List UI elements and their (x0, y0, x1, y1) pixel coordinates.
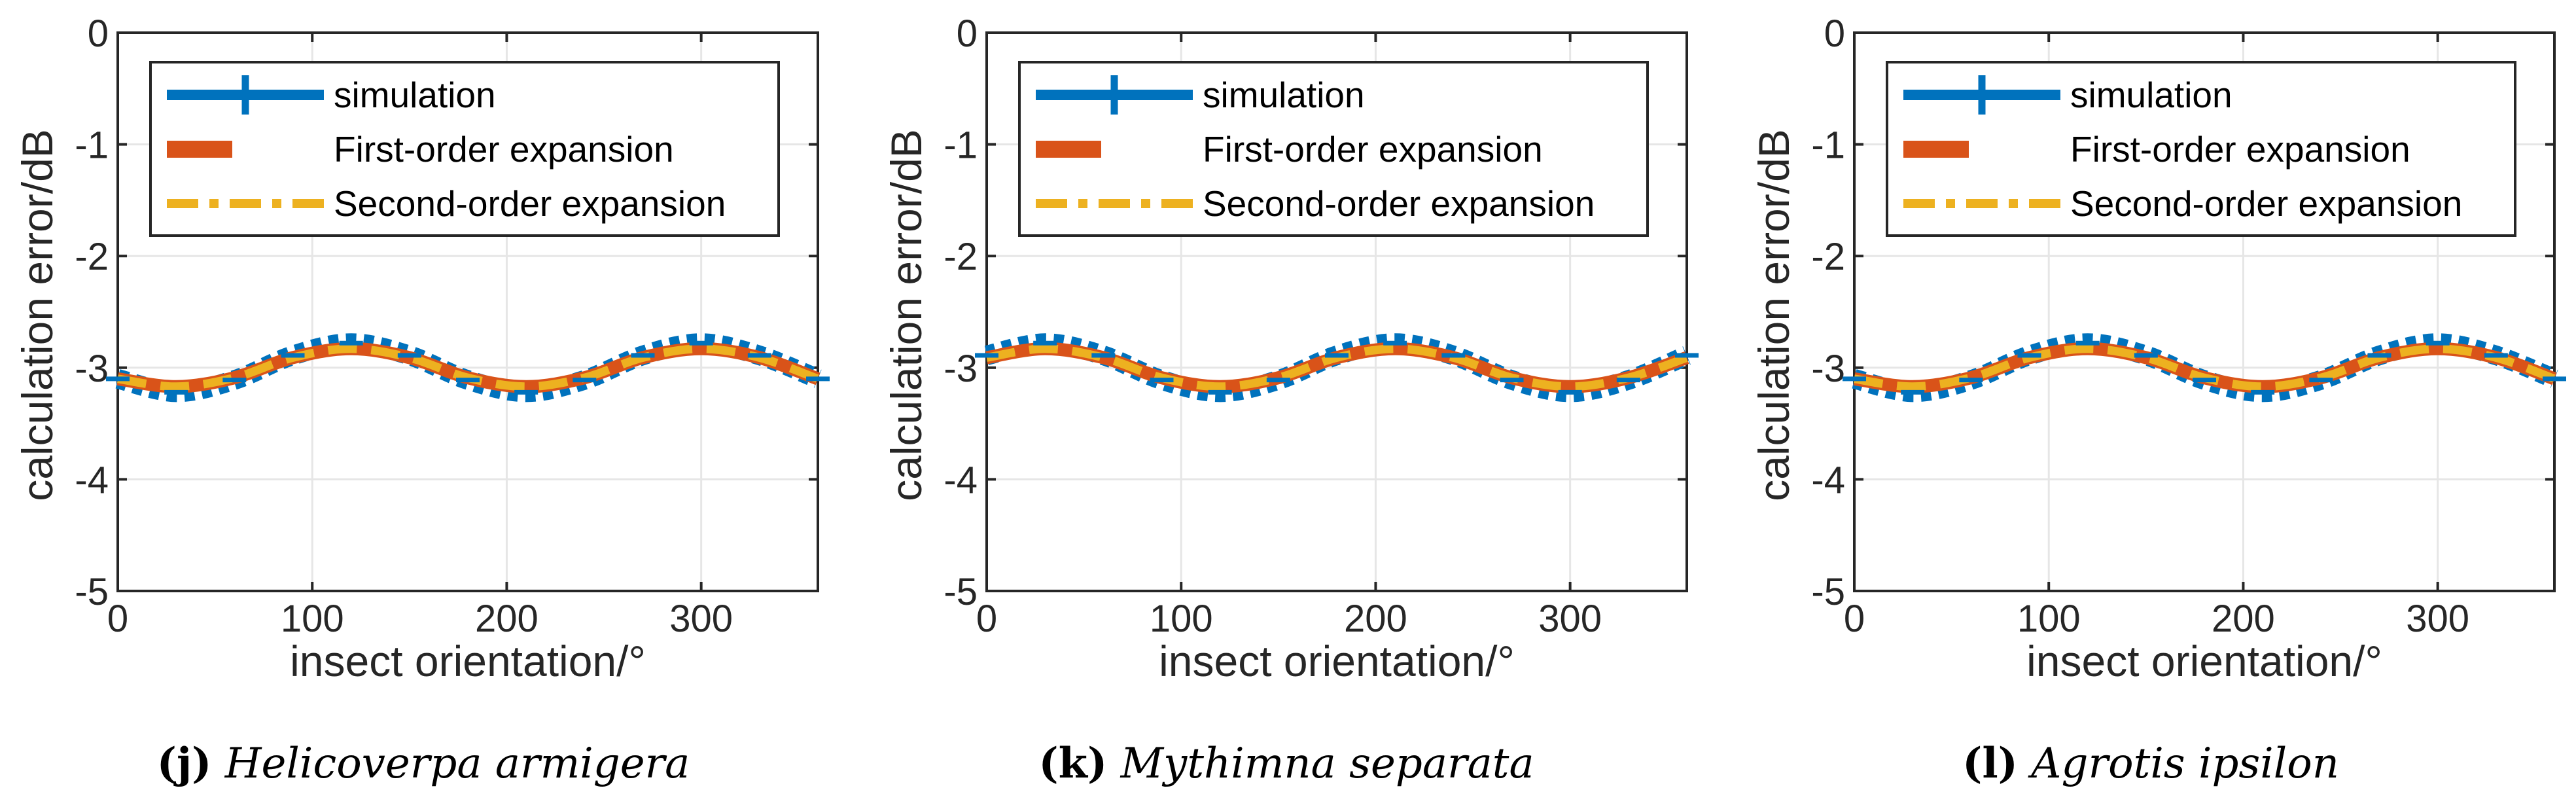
axes-box (1853, 31, 2556, 592)
x-tick-label: 200 (475, 598, 538, 640)
legend-label-first-order: First-order expansion (1203, 129, 1543, 170)
legend-label-simulation: simulation (2070, 75, 2232, 115)
x-tick-label: 200 (2212, 598, 2275, 640)
legend-label-simulation: simulation (334, 75, 496, 115)
caption-space (2018, 740, 2031, 788)
y-tick-label: -2 (944, 236, 978, 278)
caption-letter: (k) (1038, 739, 1107, 788)
x-tick-label: 100 (281, 598, 344, 640)
caption-species-name: Agrotis ipsilon (2028, 740, 2339, 788)
y-tick-label: -1 (944, 124, 978, 167)
y-tick-label: -4 (944, 459, 978, 501)
y-tick-label: -3 (944, 348, 978, 390)
x-axis-label: insect orientation/° (2026, 637, 2382, 685)
chart-panel-2: 0 100 200 300 0 -1 -2 -3 -4 -5 insect orientation/… (882, 12, 1699, 685)
legend-label-second-order: Second-order expansion (334, 183, 726, 224)
legend: simulation First-order expansion Second-or… (149, 61, 780, 237)
caption-2: (k) Mythimna separata (1038, 739, 1534, 788)
legend-label-second-order: Second-order expansion (1203, 183, 1595, 224)
y-tick-label: -5 (944, 571, 978, 613)
y-axis-label: calculation error/dB (882, 129, 930, 501)
axes-box (985, 31, 1688, 592)
y-tick-label: -3 (75, 348, 109, 390)
caption-letter: (j) (157, 739, 212, 788)
y-tick-label: -1 (1811, 124, 1845, 167)
y-tick-label: -1 (75, 124, 109, 167)
caption-3: (l) Agrotis ipsilon (1962, 739, 2339, 788)
chart-panel-1: 0 100 200 300 0 -1 -2 -3 -4 -5 insect orientation/… (13, 12, 830, 685)
caption-1: (j) Helicoverpa armigera (157, 739, 690, 788)
caption-space (1107, 740, 1120, 788)
x-tick-label: 0 (976, 598, 997, 640)
legend-label-first-order: First-order expansion (334, 129, 674, 170)
chart-panel-3: 0 100 200 300 0 -1 -2 -3 -4 -5 insect orientation/… (1750, 12, 2566, 685)
x-tick-label: 0 (107, 598, 128, 640)
y-tick-label: -4 (75, 459, 109, 501)
y-tick-label: 0 (88, 12, 109, 55)
x-tick-label: 300 (2406, 598, 2469, 640)
caption-species-name: Helicoverpa armigera (224, 740, 690, 788)
legend: simulation First-order expansion Second-or… (1018, 61, 1649, 237)
x-tick-label: 200 (1344, 598, 1407, 640)
x-tick-label: 0 (1844, 598, 1865, 640)
legend: simulation First-order expansion Second-or… (1886, 61, 2516, 237)
y-tick-label: 0 (957, 12, 978, 55)
y-tick-label: -4 (1811, 459, 1845, 501)
x-tick-label: 300 (669, 598, 733, 640)
y-axis-label: calculation error/dB (13, 129, 62, 501)
legend-label-simulation: simulation (1203, 75, 1365, 115)
y-tick-label: -2 (1811, 236, 1845, 278)
y-tick-label: -5 (75, 571, 109, 613)
x-tick-label: 300 (1538, 598, 1602, 640)
y-tick-label: -3 (1811, 348, 1845, 390)
caption-space (211, 740, 224, 788)
axes-box (116, 31, 819, 592)
caption-species-name: Mythimna separata (1120, 740, 1534, 788)
y-axis-label: calculation error/dB (1750, 129, 1798, 501)
x-axis-label: insect orientation/° (290, 637, 646, 685)
caption-letter: (l) (1962, 739, 2018, 788)
legend-label-second-order: Second-order expansion (2070, 183, 2462, 224)
x-tick-label: 100 (2017, 598, 2081, 640)
y-tick-label: -2 (75, 236, 109, 278)
y-tick-label: -5 (1811, 571, 1845, 613)
x-tick-label: 100 (1150, 598, 1213, 640)
y-tick-label: 0 (1824, 12, 1845, 55)
x-axis-label: insect orientation/° (1159, 637, 1515, 685)
legend-label-first-order: First-order expansion (2070, 129, 2410, 170)
